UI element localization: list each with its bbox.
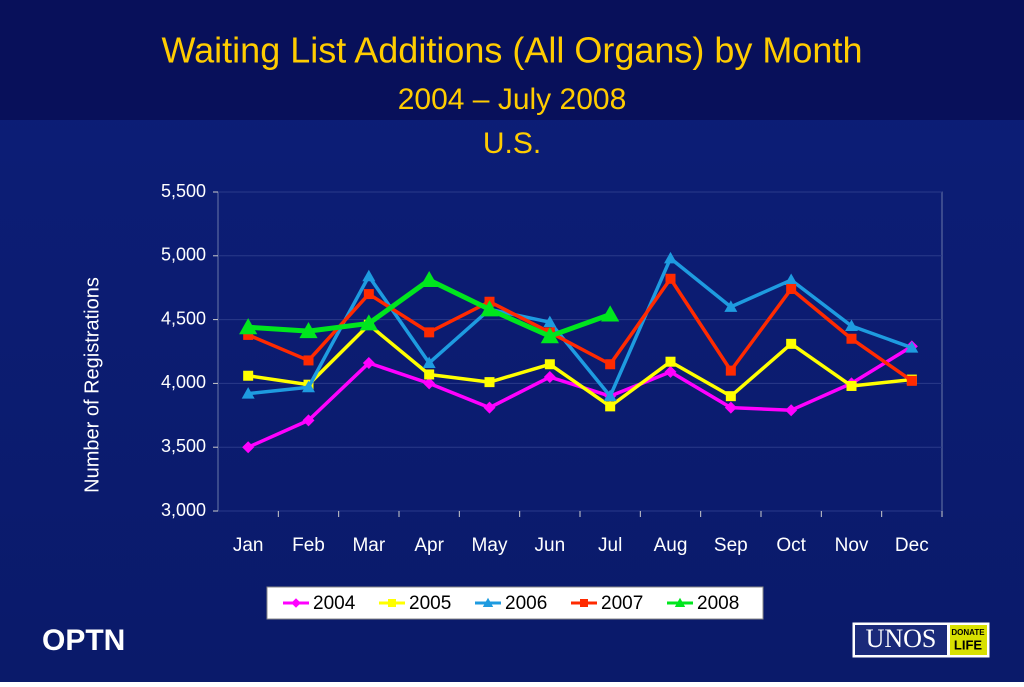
marker [540,327,559,344]
x-tick-label: Oct [776,535,806,556]
marker [291,598,301,608]
marker [543,315,557,328]
marker [601,305,620,322]
marker [420,270,439,288]
marker [785,404,798,417]
x-tick-label: Aug [654,535,688,556]
marker [665,273,676,284]
marker [544,359,555,370]
legend-label: 2006 [505,593,547,614]
y-tick-label: 4,500 [161,308,206,328]
badge-bg [950,625,987,655]
marker [483,401,496,414]
marker [243,370,254,381]
x-tick-label: Jun [535,535,566,556]
marker [724,300,738,312]
marker [480,300,499,317]
marker [362,269,376,282]
marker [303,355,314,366]
series-line [247,322,913,409]
marker [423,377,436,390]
y-tick-label: 4,000 [161,372,206,392]
marker [845,319,858,331]
x-tick-label: Nov [835,535,869,556]
x-tick-label: Apr [414,535,444,556]
legend-label: 2004 [313,593,356,614]
logo-bg [855,625,947,655]
legend-label: 2005 [409,593,451,614]
y-axis-label: Number of Registrations [81,277,103,493]
series-line [247,277,913,383]
marker [363,289,374,300]
marker [665,356,676,367]
marker [422,356,436,368]
marker [725,391,736,402]
marker [239,318,258,335]
marker [362,356,375,369]
y-tick-label: 5,000 [161,245,206,265]
marker [299,321,318,339]
subtitle: U.S. [483,127,541,160]
marker [424,327,435,338]
x-tick-label: Sep [714,535,748,556]
y-tick-label: 3,000 [161,500,206,520]
marker [388,599,396,607]
marker [846,380,857,391]
marker [784,273,798,286]
marker [605,359,616,370]
marker [905,341,919,353]
marker [543,371,556,384]
marker [243,329,254,340]
marker [674,597,686,607]
marker [605,401,616,412]
badge-text: LIFE [954,637,982,652]
chart-title: Waiting List Additions (All Organs) by M… [162,30,863,71]
marker [906,375,917,386]
marker [664,251,677,264]
y-tick-label: 3,500 [161,436,206,456]
legend-label: 2008 [697,593,739,614]
x-tick-label: Jan [233,535,264,556]
marker [482,597,494,607]
x-tick-label: Mar [352,535,385,556]
marker [786,283,797,294]
marker [725,365,736,376]
x-tick-label: Dec [895,535,929,556]
x-tick-label: Jul [598,535,622,556]
subtitle: 2004 – July 2008 [398,83,627,116]
legend-label: 2007 [601,593,643,614]
marker [786,338,797,349]
marker [580,599,588,607]
y-tick-label: 5,500 [161,181,206,201]
badge-text: DONATE [951,628,985,637]
x-tick-label: Feb [292,535,325,556]
logo-text: UNOS [866,624,937,653]
marker [724,401,737,414]
marker [846,333,857,344]
marker [424,369,435,380]
footer-text: OPTN [42,624,125,657]
marker [302,380,315,393]
title-band [0,0,1024,120]
marker [484,377,495,388]
series-line [247,256,913,398]
marker [241,387,255,399]
x-tick-label: May [472,535,508,556]
marker [664,365,677,378]
marker [359,314,378,331]
marker [603,389,617,402]
marker [302,414,315,427]
marker [242,441,255,454]
